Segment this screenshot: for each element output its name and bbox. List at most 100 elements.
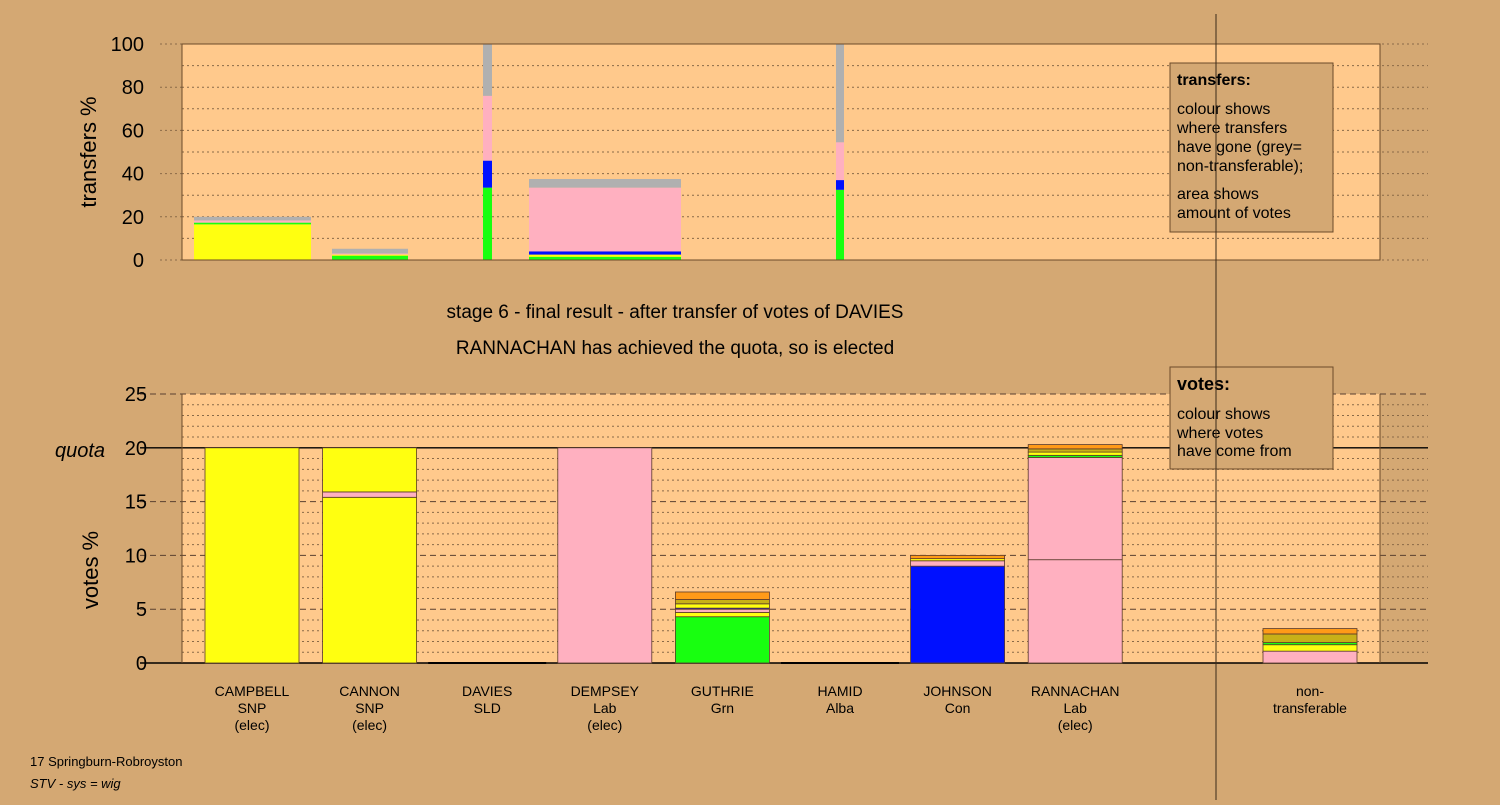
transfer-segment-cannon xyxy=(332,255,408,260)
system-label: STV - sys = wig xyxy=(30,776,121,791)
vote-segment-cannon xyxy=(322,496,418,664)
transfers-legend-title: transfers: xyxy=(1177,72,1251,89)
transfer-segment-cannon xyxy=(332,254,408,256)
votes-y-axis-label: votes % xyxy=(78,531,103,609)
vote-segment-campbell xyxy=(204,447,300,664)
y-tick-label: 0 xyxy=(133,250,144,272)
y-tick-label: 15 xyxy=(125,492,147,514)
transfer-segment-davies xyxy=(483,95,492,161)
candidate-label: (elec) xyxy=(352,717,387,733)
vote-segment-guthrie xyxy=(675,603,770,609)
vote-segment-guthrie xyxy=(675,591,770,600)
nontransferable-label: non- xyxy=(1296,683,1324,699)
candidate-label: SNP xyxy=(355,700,384,716)
stage-title: stage 6 - final result - after transfer … xyxy=(447,302,904,323)
transfer-segment-hamid xyxy=(836,180,844,190)
vote-segment-nontransferable xyxy=(1262,633,1358,643)
candidate-label: RANNACHAN xyxy=(1031,683,1120,699)
candidate-label: Lab xyxy=(1064,700,1088,716)
candidate-label: Lab xyxy=(593,700,617,716)
transfers-legend-line: have gone (grey= xyxy=(1177,139,1302,156)
transfers-legend-line: area shows xyxy=(1177,186,1259,203)
nontransferable-label: transferable xyxy=(1273,700,1347,716)
y-tick-label: 25 xyxy=(125,384,147,406)
transfer-segment-campbell xyxy=(194,222,311,225)
votes-legend-line: where votes xyxy=(1176,425,1263,442)
votes-legend-title: votes: xyxy=(1177,374,1230,394)
y-tick-label: 5 xyxy=(136,599,147,621)
candidate-label: JOHNSON xyxy=(923,683,991,699)
transfers-y-axis-label: transfers % xyxy=(76,96,101,207)
vote-segment-guthrie xyxy=(675,599,770,605)
transfers-legend: transfers: colour shows where transfers … xyxy=(1169,62,1334,233)
transfers-legend-box xyxy=(1169,62,1334,233)
votes-legend-line: colour shows xyxy=(1177,406,1270,423)
vote-segment-rannachan xyxy=(1027,559,1123,664)
transfer-segment-dempsey xyxy=(529,251,681,255)
candidate-label: CANNON xyxy=(339,683,400,699)
y-tick-label: 0 xyxy=(136,653,147,675)
transfers-bars xyxy=(194,44,844,260)
transfer-segment-hamid xyxy=(836,189,844,260)
transfers-plot-border xyxy=(181,43,1381,261)
candidate-label: SNP xyxy=(238,700,267,716)
transfer-segment-hamid xyxy=(836,142,844,181)
vote-segment-cannon xyxy=(322,491,418,498)
candidate-label: HAMID xyxy=(817,683,862,699)
candidate-label: Con xyxy=(945,700,971,716)
transfer-segment-campbell xyxy=(194,220,311,223)
vote-segment-rannachan xyxy=(1027,457,1123,561)
candidate-label: (elec) xyxy=(1058,717,1093,733)
vote-segment-guthrie xyxy=(675,608,770,613)
y-tick-label: 10 xyxy=(125,545,147,567)
transfers-legend-line: where transfers xyxy=(1176,120,1287,137)
candidate-label: (elec) xyxy=(587,717,622,733)
transfer-segment-davies xyxy=(483,187,492,260)
transfer-segment-hamid xyxy=(836,44,844,143)
candidate-label: (elec) xyxy=(234,717,269,733)
vote-segment-dempsey xyxy=(557,447,653,664)
vote-segment-nontransferable xyxy=(1262,650,1358,664)
transfer-segment-davies xyxy=(483,160,492,188)
candidate-label: GUTHRIE xyxy=(691,683,754,699)
transfer-segment-dempsey xyxy=(529,256,681,260)
transfer-segment-dempsey xyxy=(529,179,681,188)
transfer-segment-campbell xyxy=(194,224,311,260)
votes-legend: votes: colour shows where votes have com… xyxy=(1169,366,1334,470)
vote-segment-guthrie xyxy=(675,616,770,664)
candidate-label: DAVIES xyxy=(462,683,512,699)
y-tick-label: 80 xyxy=(122,77,144,99)
transfer-segment-campbell xyxy=(194,216,311,221)
candidate-labels: CAMPBELLSNP(elec)CANNONSNP(elec)DAVIESSL… xyxy=(215,683,1348,733)
candidate-label: SLD xyxy=(474,700,501,716)
vote-segment-johnson xyxy=(910,560,1005,567)
transfers-y-ticks: 0 20 40 60 80 100 xyxy=(111,34,182,272)
transfers-panel: 0 20 40 60 80 100 transfers % transfers: colo… xyxy=(76,34,1428,272)
vote-segment-rannachan xyxy=(1027,451,1123,456)
transfer-segment-dempsey xyxy=(529,254,681,257)
vote-segment-rannachan xyxy=(1027,448,1123,453)
vote-segment-rannachan xyxy=(1027,444,1123,450)
y-tick-label: 20 xyxy=(122,207,144,229)
vote-segment-johnson xyxy=(910,565,1005,664)
transfer-segment-cannon xyxy=(332,253,408,255)
votes-bars xyxy=(204,444,1358,664)
transfers-legend-line: non-transferable); xyxy=(1177,158,1303,175)
candidate-label: CAMPBELL xyxy=(215,683,290,699)
votes-y-ticks: 0 5 10 15 20 25 xyxy=(125,384,147,675)
transfer-segment-davies xyxy=(483,44,492,96)
candidate-label: DEMPSEY xyxy=(571,683,640,699)
y-tick-label: 60 xyxy=(122,120,144,142)
y-tick-label: 100 xyxy=(111,34,144,56)
vote-segment-cannon xyxy=(322,447,418,493)
candidate-label: Alba xyxy=(826,700,854,716)
vote-segment-nontransferable xyxy=(1262,628,1358,635)
candidate-label: Grn xyxy=(711,700,734,716)
transfers-legend-line: colour shows xyxy=(1177,101,1270,118)
votes-legend-line: have come from xyxy=(1177,443,1292,460)
y-tick-label: 40 xyxy=(122,164,144,186)
votes-legend-box xyxy=(1169,366,1334,470)
ward-name: 17 Springburn-Robroyston xyxy=(30,754,182,769)
